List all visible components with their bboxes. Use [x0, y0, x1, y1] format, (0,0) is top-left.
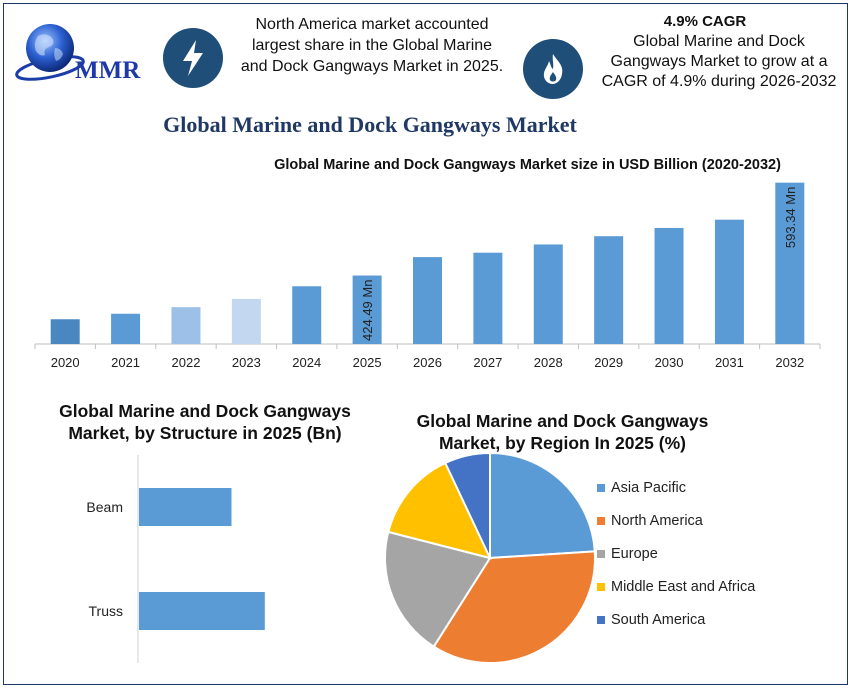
- mmr-logo: MMR: [10, 18, 158, 88]
- bar-2032: [775, 182, 805, 344]
- cagr-heading: 4.9% CAGR: [663, 13, 747, 30]
- x-tick-label: 2031: [715, 355, 744, 370]
- legend-label: North America: [611, 513, 703, 529]
- bar-2031: [714, 219, 744, 344]
- legend-label: South America: [611, 612, 706, 628]
- structure-chart-title: Global Marine and Dock Gangways Market, …: [59, 401, 351, 443]
- slice-north-america: [432, 550, 596, 664]
- bar-2021: [111, 313, 141, 344]
- legend-item-asia-pacific: Asia Pacific: [597, 478, 797, 498]
- legend-swatch: [597, 616, 605, 624]
- structure-bar-chart: Beam Truss: [86, 455, 265, 663]
- bar-beam: [139, 488, 232, 526]
- bar-2028: [533, 244, 563, 344]
- category-label-truss: Truss: [89, 603, 123, 619]
- legend-label: Middle East and Africa: [611, 579, 756, 595]
- x-tick-label: 2021: [111, 355, 140, 370]
- bar-2024: [292, 286, 322, 344]
- data-label-2032: 593.34 Mn: [783, 187, 798, 248]
- market-size-chart-title: Global Marine and Dock Gangways Market s…: [274, 157, 781, 173]
- north-america-info-text: North America market accounted largest s…: [240, 16, 504, 75]
- x-tick-label: 2032: [775, 355, 804, 370]
- bar-2027: [473, 252, 503, 344]
- legend-swatch: [597, 484, 605, 492]
- region-chart-title: Global Marine and Dock Gangways Market, …: [416, 411, 709, 453]
- x-tick-label: 2025: [353, 355, 382, 370]
- bar-2030: [654, 227, 684, 344]
- lightning-bolt-icon: [163, 28, 223, 88]
- x-tick-label: 2026: [413, 355, 442, 370]
- x-tick-label: 2022: [172, 355, 201, 370]
- page-title: Global Marine and Dock Gangways Market: [163, 112, 577, 137]
- bar-2026: [413, 257, 442, 344]
- x-tick-label: 2030: [655, 355, 684, 370]
- legend-item-north-america: North America: [597, 511, 797, 531]
- region-pie-chart: [384, 451, 596, 664]
- region-pie-legend: Asia Pacific North America Europe Middle Ea…: [597, 478, 797, 643]
- bar-2020: [50, 319, 80, 344]
- legend-swatch: [597, 550, 605, 558]
- bar-2022: [171, 307, 201, 344]
- legend-label: Europe: [611, 546, 658, 562]
- bar-2023: [231, 298, 261, 344]
- x-tick-label: 2024: [292, 355, 321, 370]
- market-size-bar-chart: 2020 2021 2022 2023 2024 2025 424.49 Mn 2026 202…: [34, 182, 821, 370]
- bar-2029: [594, 236, 624, 344]
- logo-text: MMR: [75, 57, 141, 84]
- slice-asia-pacific: [489, 451, 596, 560]
- legend-swatch: [597, 583, 605, 591]
- legend-item-middle-east-and-africa: Middle East and Africa: [597, 577, 797, 597]
- slice-south-america: [443, 451, 491, 559]
- legend-swatch: [597, 517, 605, 525]
- x-tick-label: 2023: [232, 355, 261, 370]
- x-tick-label: 2029: [594, 355, 623, 370]
- slice-europe: [384, 530, 492, 649]
- bar-truss: [139, 592, 265, 630]
- category-label-beam: Beam: [86, 499, 123, 515]
- x-tick-label: 2027: [473, 355, 502, 370]
- cagr-info-text: Global Marine and Dock Gangways Market t…: [601, 33, 837, 90]
- x-tick-label: 2028: [534, 355, 563, 370]
- data-label-2025: 424.49 Mn: [360, 280, 375, 341]
- legend-item-europe: Europe: [597, 544, 797, 564]
- flame-icon: [523, 39, 583, 99]
- bar-2025: [352, 275, 382, 344]
- slice-middle-east-and-africa: [387, 461, 492, 560]
- legend-label: Asia Pacific: [611, 480, 686, 496]
- legend-item-south-america: South America: [597, 610, 797, 630]
- x-tick-label: 2020: [51, 355, 80, 370]
